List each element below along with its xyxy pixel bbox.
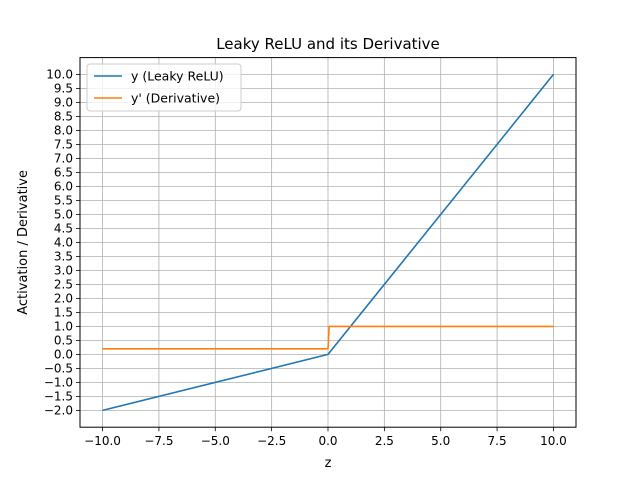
y-axis-label: Activation / Derivative [16, 170, 31, 315]
legend: y (Leaky ReLU) y' (Derivative) [86, 63, 242, 112]
y-tick-label: 5.5 [54, 194, 73, 208]
legend-box [86, 63, 242, 112]
legend-label-derivative: y' (Derivative) [131, 91, 220, 106]
y-tick-label: 0.5 [54, 334, 73, 348]
y-tick-label: −1.0 [44, 376, 73, 390]
x-tick-label: −7.5 [144, 434, 173, 448]
y-tick-label: 1.0 [54, 320, 73, 334]
series-layer [102, 73, 555, 412]
series-line-leaky-relu [102, 73, 555, 412]
y-tick-label: 9.5 [54, 82, 73, 96]
x-axis-label: z [325, 456, 332, 471]
y-tick-label: 2.5 [54, 278, 73, 292]
y-tick-label: 2.0 [54, 292, 73, 306]
y-tick-label: 4.0 [54, 236, 73, 250]
legend-label-leaky-relu: y (Leaky ReLU) [131, 69, 224, 84]
chart-title: Leaky ReLU and its Derivative [216, 35, 440, 53]
y-tick-label: 0.0 [54, 348, 73, 362]
y-tick-label: 7.5 [54, 138, 73, 152]
y-tick-label: 6.5 [54, 166, 73, 180]
y-tick-label: −0.5 [44, 362, 73, 376]
y-tick-label: 7.0 [54, 152, 73, 166]
y-tick-label: 10.0 [46, 68, 73, 82]
y-tick-label: 8.5 [54, 110, 73, 124]
y-tick-label: 9.0 [54, 96, 73, 110]
y-tick-label: 3.5 [54, 250, 73, 264]
x-axis-ticks: −10.0 −7.5 −5.0 −2.5 0.0 2.5 5.0 7.5 10.0 [84, 427, 567, 448]
y-tick-label: −2.0 [44, 404, 73, 418]
y-tick-label: 6.0 [54, 180, 73, 194]
series-line-derivative [102, 325, 554, 350]
y-tick-label: 1.5 [54, 306, 73, 320]
y-tick-label: 5.0 [54, 208, 73, 222]
x-tick-label: 5.0 [431, 434, 450, 448]
x-tick-label: 0.0 [318, 434, 337, 448]
y-tick-label: −1.5 [44, 390, 73, 404]
grid [80, 57, 576, 428]
x-tick-label: 2.5 [375, 434, 394, 448]
y-tick-label: 8.0 [54, 124, 73, 138]
x-tick-label: −5.0 [201, 434, 230, 448]
x-tick-label: −10.0 [84, 434, 121, 448]
y-axis-ticks: −2.0−1.5−1.0−0.50.00.51.01.52.02.53.03.5… [44, 68, 80, 418]
x-tick-label: −2.5 [257, 434, 286, 448]
x-tick-label: 10.0 [540, 434, 567, 448]
x-tick-label: 7.5 [488, 434, 507, 448]
y-tick-label: 3.0 [54, 264, 73, 278]
y-tick-label: 4.5 [54, 222, 73, 236]
